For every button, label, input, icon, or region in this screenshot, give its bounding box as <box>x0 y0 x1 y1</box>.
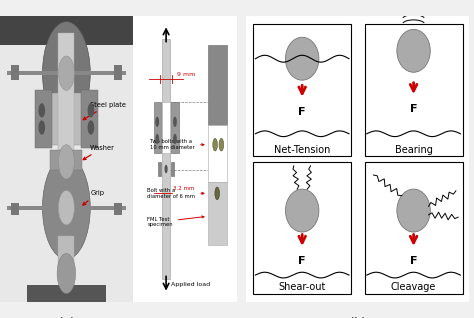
Bar <box>208 125 227 182</box>
Text: Grip: Grip <box>83 190 104 205</box>
Bar <box>162 102 170 153</box>
Bar <box>208 45 227 125</box>
Circle shape <box>173 134 177 144</box>
Bar <box>171 102 179 153</box>
Text: Bearing: Bearing <box>395 145 432 155</box>
Circle shape <box>58 190 74 225</box>
Text: Net-Tension: Net-Tension <box>274 145 330 155</box>
Bar <box>10 65 18 80</box>
Bar <box>7 71 126 74</box>
Text: 3.2 mm: 3.2 mm <box>173 186 195 191</box>
Text: Shear-out: Shear-out <box>279 282 326 292</box>
Circle shape <box>43 156 90 259</box>
Bar <box>114 65 122 80</box>
Circle shape <box>285 37 319 80</box>
Text: F: F <box>410 256 417 266</box>
Bar <box>154 102 161 153</box>
Bar <box>50 150 82 170</box>
Bar <box>162 39 170 279</box>
Circle shape <box>57 253 76 294</box>
Text: (b): (b) <box>350 316 366 318</box>
Circle shape <box>58 56 74 90</box>
Circle shape <box>397 29 430 72</box>
Text: (a): (a) <box>59 316 74 318</box>
Bar <box>58 33 74 245</box>
Bar <box>253 24 351 156</box>
Circle shape <box>164 165 168 173</box>
Circle shape <box>38 103 45 117</box>
Bar <box>27 285 106 302</box>
Text: F: F <box>410 104 417 114</box>
Circle shape <box>215 187 219 200</box>
Text: Bolt with a
diameter of 6 mm: Bolt with a diameter of 6 mm <box>147 188 204 199</box>
Circle shape <box>43 22 90 125</box>
Circle shape <box>219 138 224 151</box>
Bar <box>44 93 89 145</box>
Text: 9 mm: 9 mm <box>176 72 195 77</box>
Circle shape <box>58 145 74 179</box>
Bar <box>7 206 126 210</box>
Bar <box>114 203 122 215</box>
Circle shape <box>38 120 45 135</box>
Bar <box>365 24 463 156</box>
Circle shape <box>88 120 94 135</box>
Bar <box>35 90 52 148</box>
Text: Cleavage: Cleavage <box>391 282 436 292</box>
Bar <box>158 162 161 176</box>
Bar <box>58 236 74 268</box>
Circle shape <box>155 117 159 127</box>
Bar <box>0 16 133 45</box>
Text: Two bolts with a
10 mm diameter: Two bolts with a 10 mm diameter <box>150 139 204 150</box>
Circle shape <box>397 189 430 232</box>
Circle shape <box>285 189 319 232</box>
Text: F: F <box>299 256 306 266</box>
Text: Washer: Washer <box>83 145 115 160</box>
Bar <box>253 162 351 294</box>
Bar <box>365 162 463 294</box>
Bar <box>81 90 98 148</box>
Circle shape <box>88 103 94 117</box>
Circle shape <box>155 134 159 144</box>
Text: Applied load: Applied load <box>171 282 210 287</box>
Bar <box>208 182 227 245</box>
Text: FML Test
specimen: FML Test specimen <box>147 216 204 227</box>
Text: F: F <box>299 107 306 117</box>
Circle shape <box>213 138 218 151</box>
Circle shape <box>173 117 177 127</box>
Text: Steel plate: Steel plate <box>83 102 126 120</box>
Bar <box>171 162 174 176</box>
Bar <box>10 203 18 215</box>
